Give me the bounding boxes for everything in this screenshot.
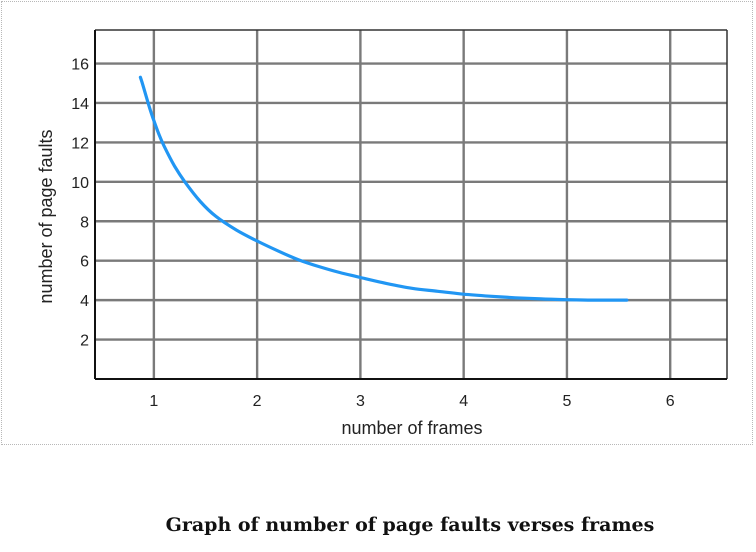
y-tick-label: 4	[80, 293, 89, 310]
x-tick-label: 6	[666, 393, 675, 410]
figure-caption: Graph of number of page faults verses fr…	[165, 514, 655, 536]
page-fault-curve	[138, 75, 629, 302]
x-tick-label: 4	[459, 393, 468, 410]
x-tick-label: 5	[562, 393, 571, 410]
x-axis-title: number of frames	[341, 418, 482, 438]
y-tick-label: 10	[71, 175, 89, 192]
y-tick-label: 8	[80, 214, 89, 231]
y-tick-label: 12	[71, 135, 89, 152]
grid-lines	[95, 30, 727, 379]
y-tick-label: 14	[71, 96, 89, 113]
x-tick-label: 1	[149, 393, 158, 410]
x-tick-label: 2	[253, 393, 262, 410]
y-tick-label: 16	[71, 57, 89, 74]
y-tick-label: 2	[80, 333, 89, 350]
figure-frame: 1 2 3 4 5 6 2 4 6 8 10 12 14 16 number of frames numb…	[1, 1, 753, 445]
y-tick-label: 6	[80, 254, 89, 271]
series-layer	[138, 75, 629, 302]
x-tick-label: 3	[356, 393, 365, 410]
y-axis-title: number of page faults	[36, 129, 56, 303]
plot-axes	[94, 29, 728, 380]
